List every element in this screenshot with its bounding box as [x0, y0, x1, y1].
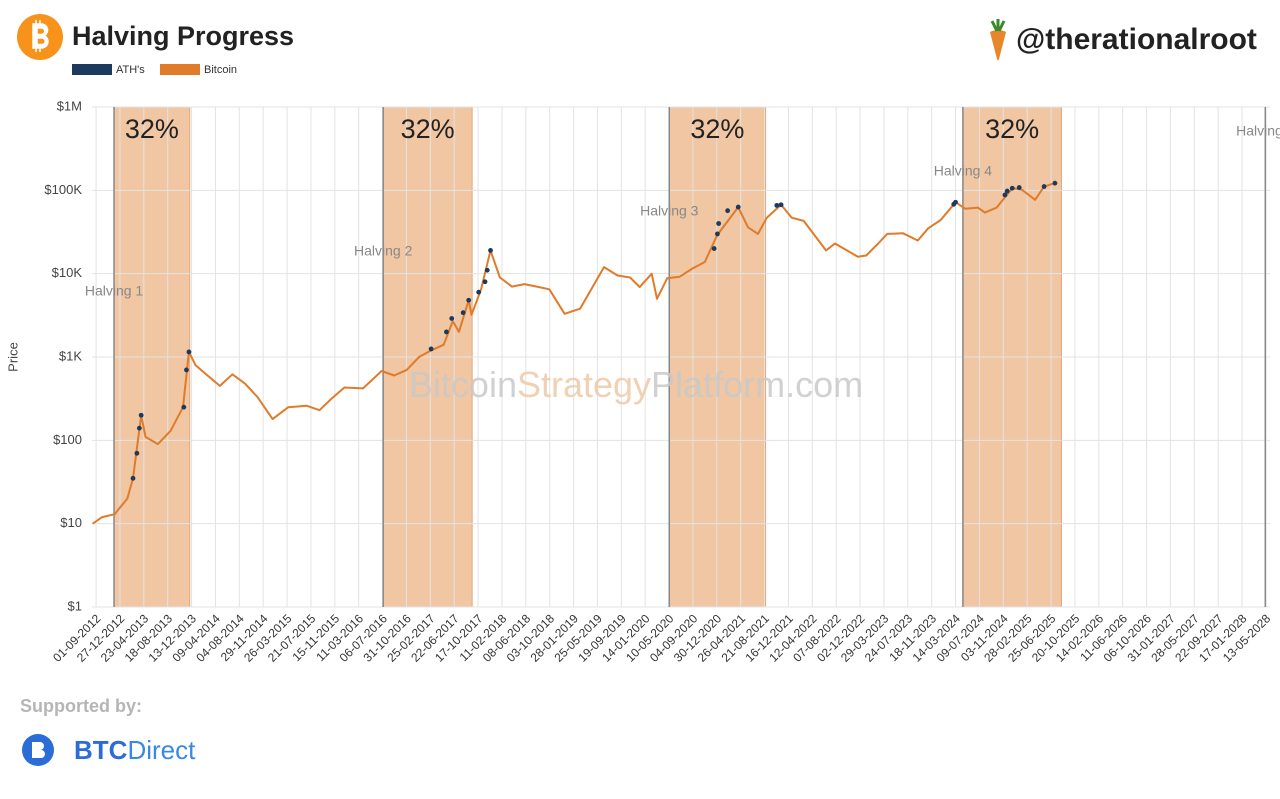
y-axis-label: Price — [5, 342, 20, 372]
ath-dot — [1002, 192, 1008, 198]
sponsor-label: Supported by: — [20, 696, 142, 716]
legend-label: ATH's — [116, 64, 145, 76]
watermark-part: Platform.com — [651, 364, 863, 405]
legend-swatch — [72, 64, 112, 75]
halving-label: Halving 3 — [640, 203, 699, 219]
y-tick-label: $1 — [68, 598, 82, 613]
ath-dot — [184, 367, 189, 373]
ath-dot — [1009, 185, 1015, 191]
y-tick-label: $10K — [52, 265, 83, 280]
ath-dot — [1004, 188, 1010, 194]
ath-dot — [460, 310, 466, 316]
watermark: BitcoinStrategyPlatform.com — [409, 364, 863, 405]
price-line — [92, 182, 1056, 525]
halving-label: Halving 1 — [85, 283, 144, 299]
ath-dot — [428, 346, 434, 352]
halving-label: Halving 2 — [354, 243, 413, 259]
ath-dot — [711, 246, 717, 251]
ath-dot — [953, 199, 958, 205]
ath-dot — [138, 412, 144, 418]
band-label: 32% — [125, 114, 179, 144]
ath-dot — [449, 316, 455, 321]
ath-dot — [716, 221, 722, 226]
ath-dot — [136, 425, 142, 431]
y-tick-label: $100 — [53, 432, 82, 447]
bitcoin-symbol — [32, 20, 49, 52]
chart-title: Halving Progress — [72, 21, 294, 51]
ath-dot — [715, 231, 720, 237]
legend: ATH's Bitcoin — [72, 64, 237, 76]
ath-dot — [1041, 184, 1047, 189]
watermark-part: Bitcoin — [409, 364, 517, 405]
sponsor-name-part: BTC — [74, 735, 128, 765]
ath-dot — [476, 289, 482, 295]
halving-label: Halving 4 — [934, 163, 993, 179]
ath-dot — [1016, 185, 1022, 190]
ath-dot — [735, 204, 741, 210]
y-tick-label: $1K — [59, 348, 82, 363]
ath-dot — [488, 248, 493, 253]
band-label: 32% — [985, 114, 1039, 144]
legend-swatch — [160, 64, 200, 75]
y-tick-label: $100K — [44, 182, 82, 197]
ath-dot — [482, 279, 488, 285]
ath-dot — [466, 297, 472, 303]
band-label: 32% — [690, 114, 744, 144]
legend-label: Bitcoin — [204, 64, 237, 76]
watermark-part: Strategy — [517, 364, 651, 405]
carrot-leaves — [990, 19, 1006, 32]
plot-area: 01-09-201227-12-201223-04-201318-08-2013… — [44, 98, 1280, 664]
y-tick-label: $10 — [60, 515, 82, 530]
ath-dot — [778, 202, 784, 208]
band-label: 32% — [401, 114, 455, 144]
sponsor-name: BTCDirect — [74, 735, 196, 765]
ath-dot — [1052, 180, 1058, 186]
carrot-icon — [990, 30, 1006, 61]
ath-dot — [130, 475, 136, 481]
ath-dot — [186, 349, 192, 355]
halving-label: Halving 5 — [1236, 123, 1280, 139]
ath-dot — [484, 267, 490, 273]
y-tick-label: $1M — [57, 98, 82, 113]
ath-dot — [725, 208, 731, 214]
ath-dot — [444, 329, 449, 335]
handle: @therationalroot — [1016, 23, 1257, 56]
ath-dot — [181, 404, 187, 410]
sponsor-logo-mark — [32, 742, 45, 758]
sponsor-name-part: Direct — [127, 735, 196, 765]
ath-dot — [774, 202, 780, 208]
ath-dot — [134, 450, 140, 456]
